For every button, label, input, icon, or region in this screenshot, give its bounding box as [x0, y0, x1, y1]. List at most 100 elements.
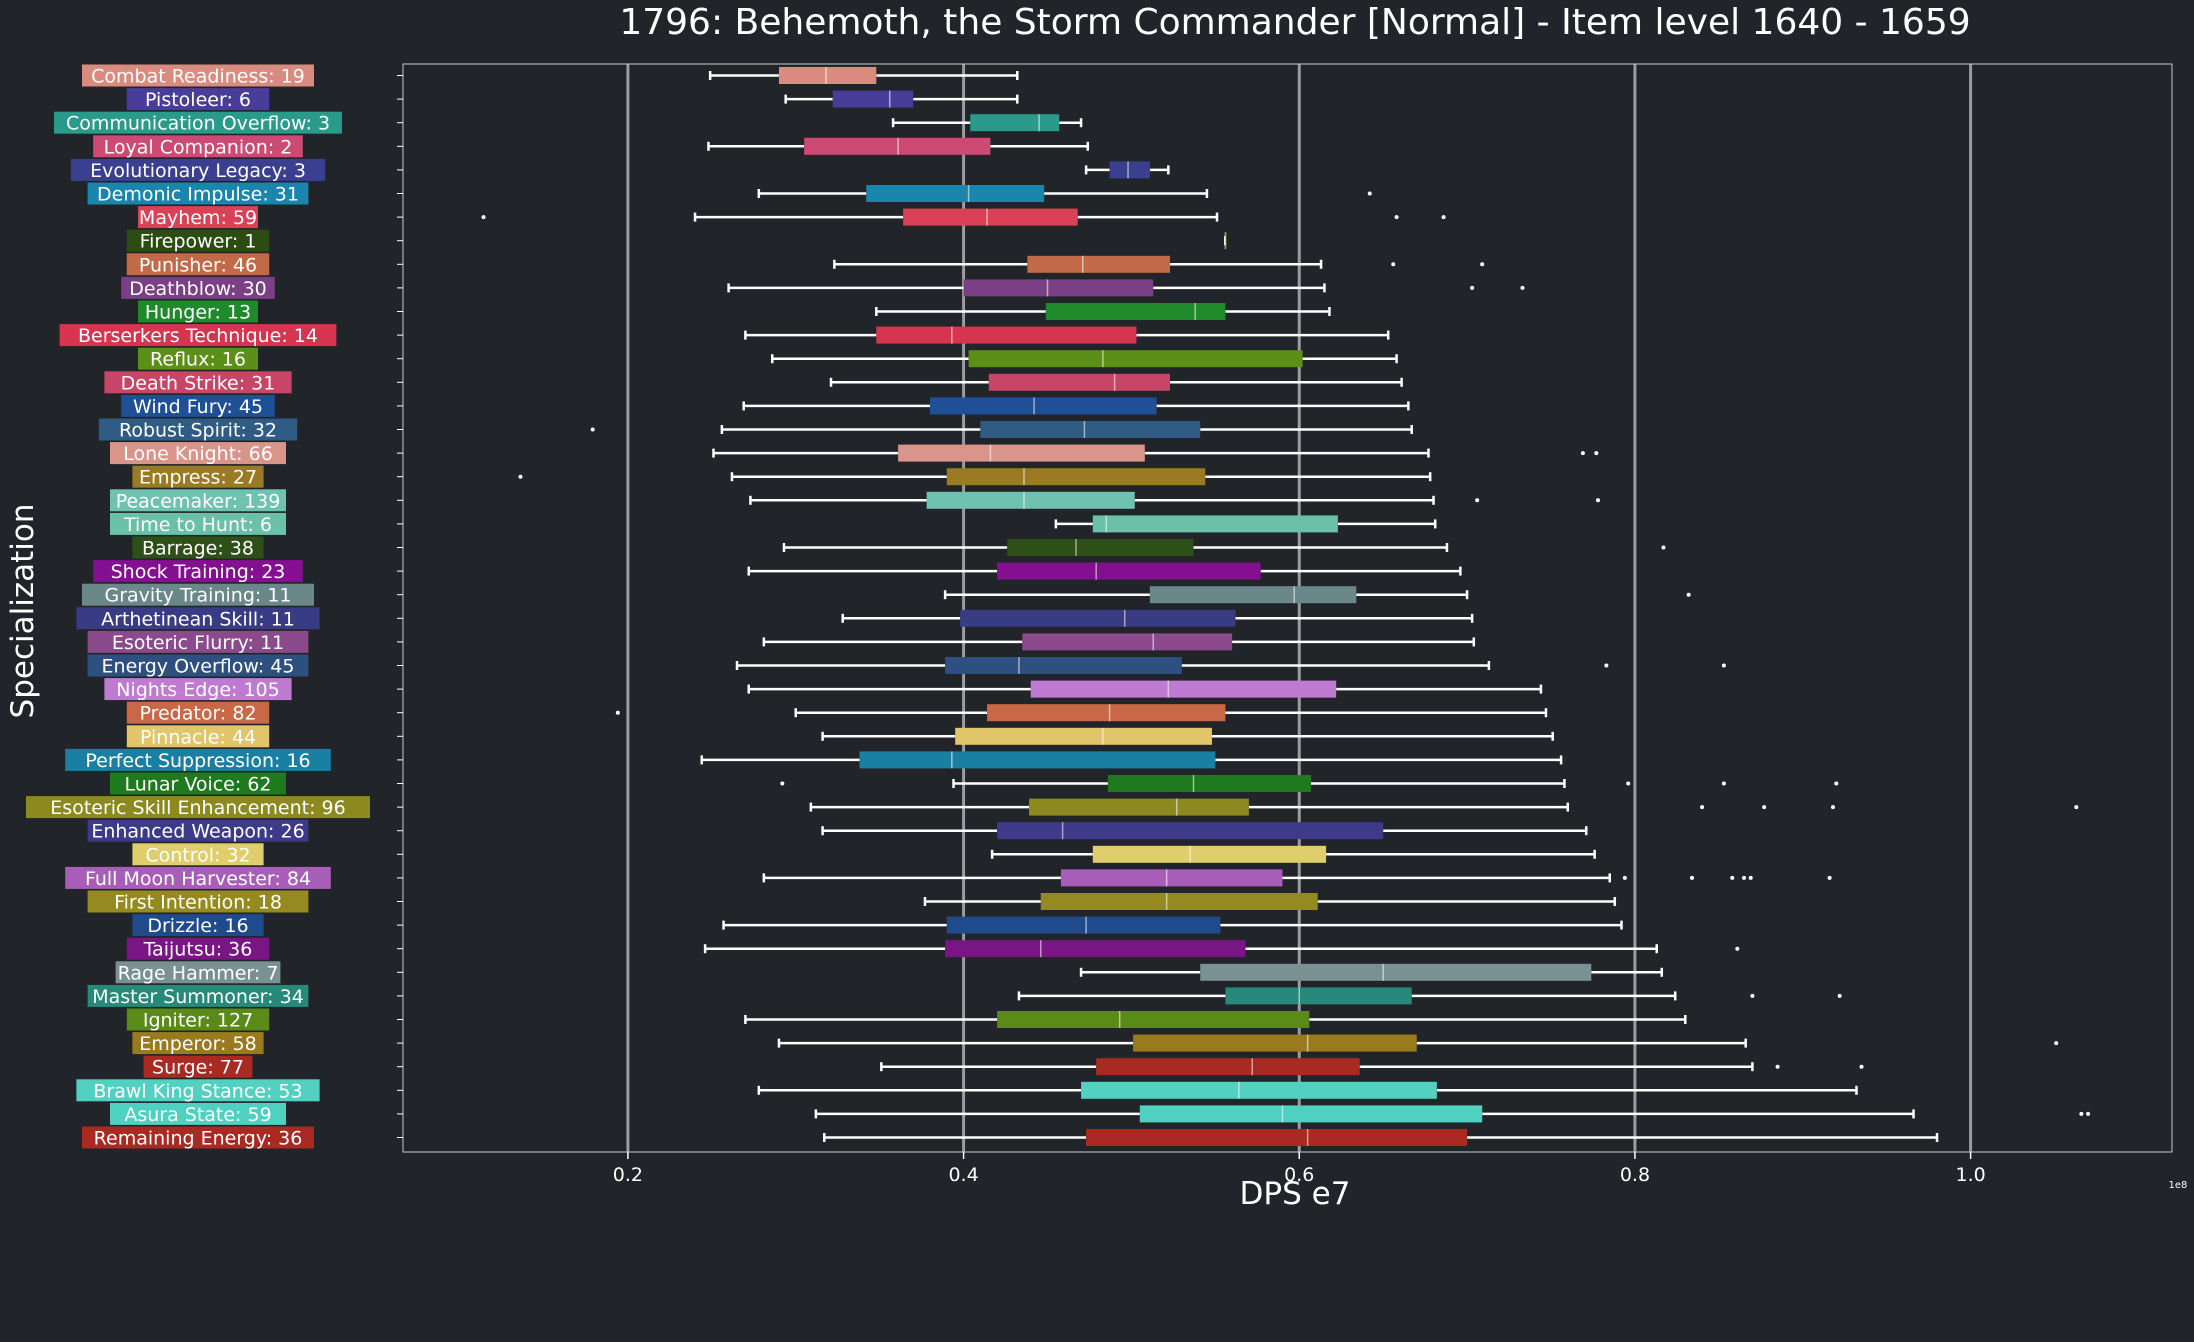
outlier-point [1520, 285, 1525, 290]
category-label-bg [54, 111, 342, 134]
category-label-bg [82, 64, 314, 87]
outlier-point [1580, 451, 1585, 456]
box-iqr [1096, 1058, 1360, 1076]
outlier-point [1594, 451, 1599, 456]
outlier-point [1830, 805, 1835, 810]
box-iqr [866, 185, 1045, 202]
category-label: Wind Fury: 45 [121, 394, 275, 418]
category-label-bg [65, 866, 331, 889]
box-iqr [997, 562, 1261, 580]
category-label: Loyal Companion: 2 [93, 135, 303, 158]
box-iqr [930, 397, 1157, 415]
outlier-point [1595, 498, 1600, 503]
category-label-bg [87, 630, 309, 653]
box-row [397, 1058, 1864, 1076]
x-tick-label: 1.0 [1955, 1164, 1985, 1186]
outlier-point [1762, 805, 1767, 810]
box-row [397, 326, 1390, 344]
box-iqr [1107, 775, 1311, 792]
category-label-text: Shock Training: 23 [111, 561, 286, 583]
category-label: Nights Edge: 105 [104, 678, 292, 701]
category-label: Punisher: 46 [126, 253, 270, 276]
box-iqr [1045, 303, 1226, 320]
box-iqr [968, 350, 1303, 368]
category-label: First Intention: 18 [87, 890, 309, 914]
category-label-bg [59, 324, 337, 347]
box-row [397, 232, 1227, 250]
outlier-point [1686, 592, 1691, 597]
box-row [397, 515, 1437, 533]
box-iqr [997, 1011, 1310, 1028]
box-row [397, 491, 1600, 509]
x-tick-label: 0.2 [613, 1164, 643, 1186]
box-series [397, 67, 2091, 1146]
category-label: Berserkers Technique: 14 [59, 324, 337, 347]
category-label-text: First Intention: 18 [114, 892, 282, 914]
category-label-text: Brawl King Stance: 53 [93, 1080, 302, 1102]
outlier-point [1721, 781, 1726, 786]
category-label-bg [121, 394, 275, 417]
category-label-bg [138, 206, 258, 229]
category-label: Esoteric Skill Enhancement: 96 [26, 796, 370, 819]
box-iqr [987, 704, 1226, 722]
category-label-bg [76, 1079, 320, 1102]
box-iqr [778, 67, 877, 84]
x-axis-label: DPS e7 [1240, 1176, 1351, 1212]
box-row [397, 468, 1432, 486]
outlier-point [1441, 215, 1446, 220]
category-label-bg [132, 1032, 264, 1055]
category-label-bg [126, 937, 270, 960]
outlier-point [1834, 781, 1839, 786]
box-iqr [970, 114, 1060, 132]
category-label: Full Moon Harvester: 84 [65, 866, 331, 890]
box-row [397, 798, 2079, 816]
box-iqr [1022, 633, 1233, 651]
category-label-bg [110, 772, 286, 795]
category-label-text: Deathblow: 30 [129, 278, 267, 300]
box-row [397, 963, 1664, 981]
box-iqr [804, 137, 991, 155]
category-label: Combat Readiness: 19 [82, 64, 314, 88]
box-iqr [832, 90, 914, 108]
category-label: Remaining Energy: 36 [82, 1126, 314, 1150]
box-row [397, 916, 1623, 934]
plot-border [402, 63, 2173, 1153]
box-row [397, 255, 1485, 273]
outlier-point [1827, 875, 1832, 880]
box-row [397, 303, 1331, 320]
category-label: Empress: 27 [132, 465, 264, 489]
category-label-text: Time to Hunt: 6 [123, 514, 272, 536]
box-iqr [1007, 539, 1194, 556]
box-row [397, 279, 1525, 297]
category-label: Perfect Suppression: 16 [65, 748, 331, 772]
box-row [397, 90, 1019, 108]
category-label: Master Summoner: 34 [87, 984, 309, 1008]
outlier-point [1700, 805, 1705, 810]
category-label: Peacemaker: 139 [110, 489, 286, 512]
category-label-text: Emperor: 58 [139, 1033, 256, 1055]
box-iqr [1060, 869, 1283, 887]
category-label: Robust Spirit: 32 [98, 418, 298, 442]
category-label-text: Lone Knight: 66 [123, 443, 273, 465]
box-row [397, 751, 1563, 769]
box-iqr [945, 657, 1182, 674]
box-row [397, 562, 1462, 580]
box-row [397, 586, 1691, 604]
category-label-bg [98, 418, 298, 441]
category-label-text: Evolutionary Legacy: 3 [90, 160, 306, 182]
box-row [397, 161, 1170, 179]
box-iqr [955, 727, 1212, 745]
box-iqr [1149, 586, 1357, 604]
box-row [397, 137, 1090, 155]
box-row [397, 373, 1403, 391]
category-label-text: Esoteric Skill Enhancement: 96 [50, 797, 345, 819]
outlier-point [1480, 262, 1485, 267]
category-label-text: Control: 32 [145, 844, 250, 866]
category-label-bg [126, 229, 270, 252]
category-label-bg [65, 748, 331, 771]
outlier-point [1742, 875, 1747, 880]
box-iqr [1027, 255, 1171, 273]
box-row [397, 1081, 1858, 1099]
category-label-text: Lunar Voice: 62 [124, 774, 271, 796]
box-iqr [946, 468, 1206, 486]
